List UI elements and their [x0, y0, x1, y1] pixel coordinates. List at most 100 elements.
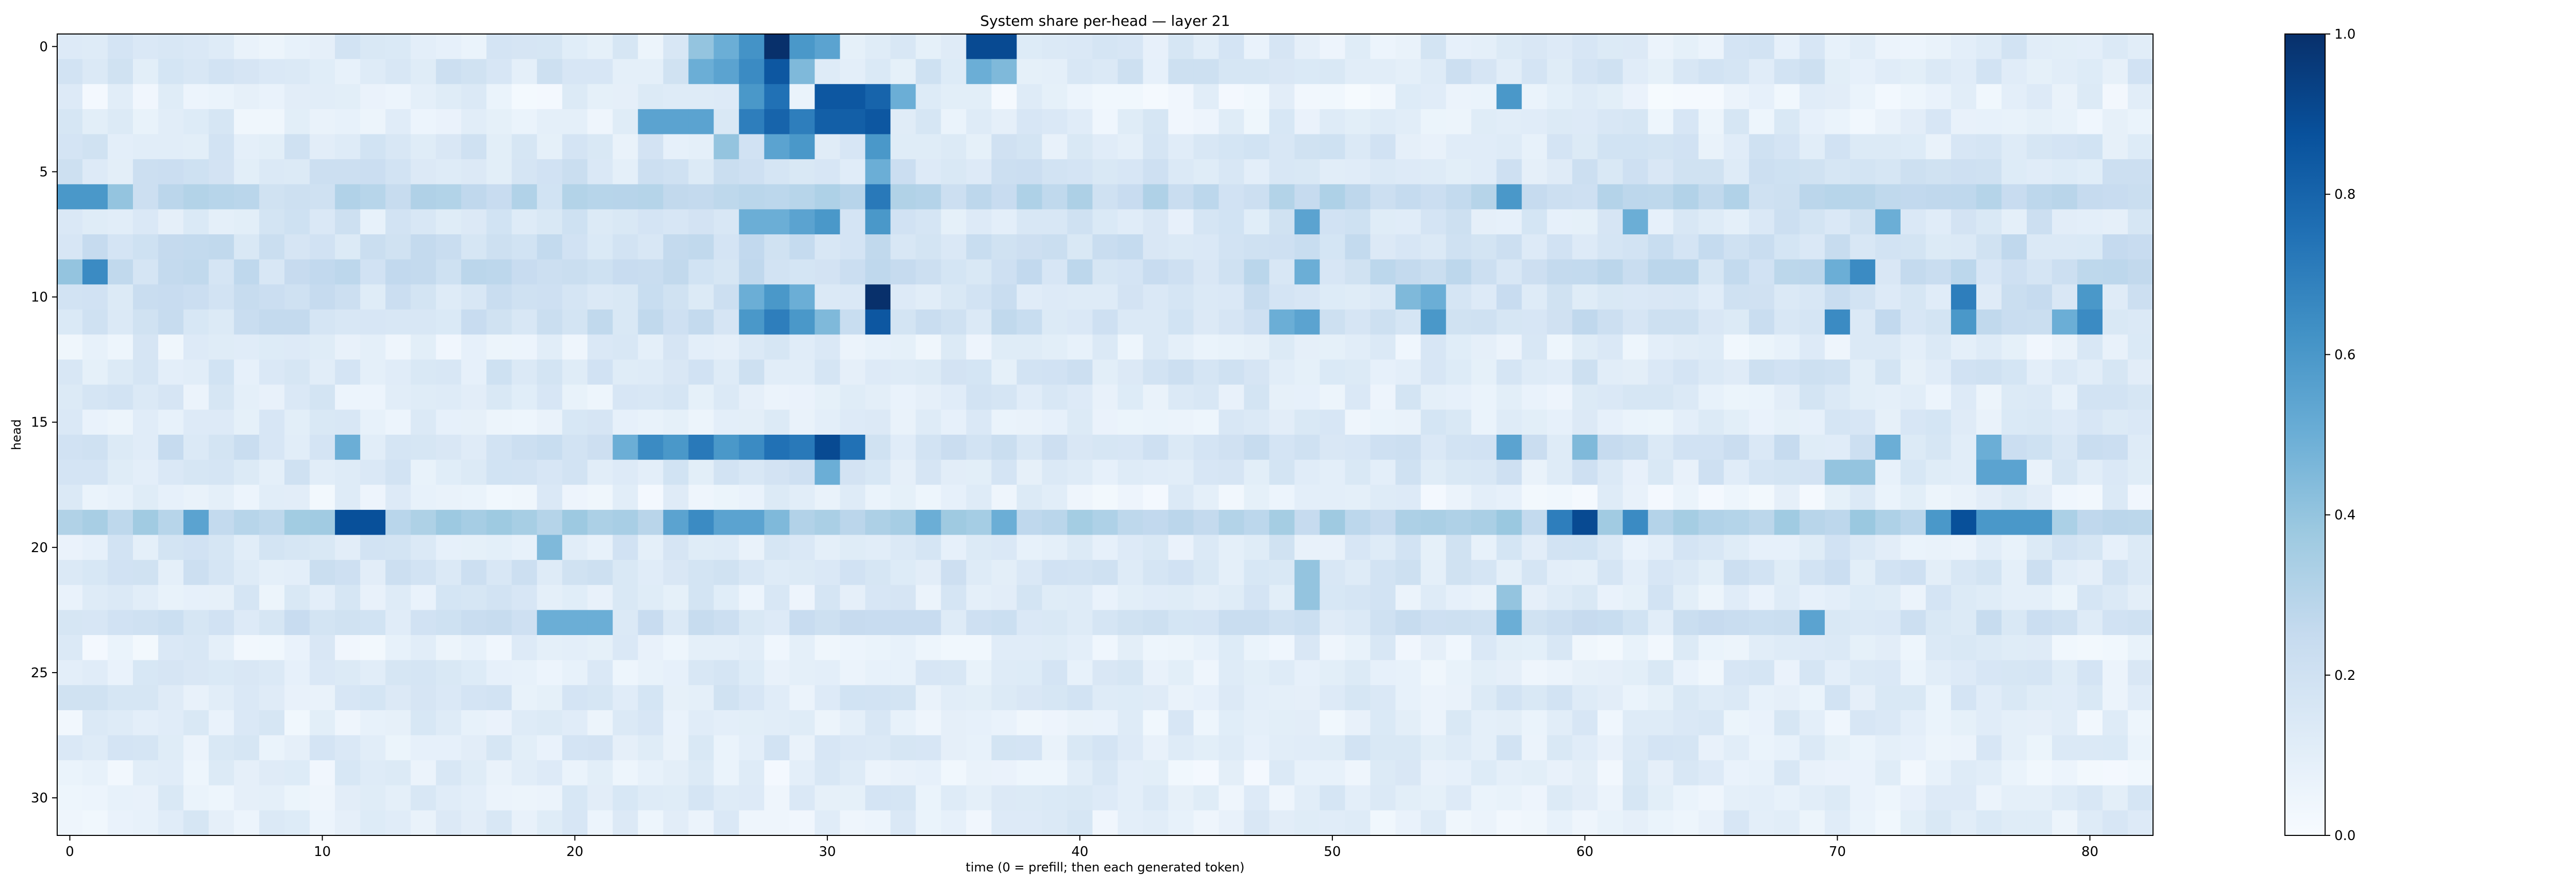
heatmap-cell: [1345, 635, 1371, 661]
heatmap-cell: [108, 535, 133, 560]
heatmap-cell: [1345, 435, 1371, 460]
heatmap-cell: [486, 59, 512, 84]
heatmap-cell: [815, 59, 840, 84]
heatmap-cell: [688, 810, 714, 836]
heatmap-cell: [133, 535, 159, 560]
heatmap-cell: [714, 785, 739, 811]
heatmap-cell: [1774, 760, 1800, 786]
heatmap-cell: [1951, 685, 1977, 711]
heatmap-cell: [991, 509, 1018, 536]
heatmap-cell: [335, 384, 361, 410]
heatmap-cell: [82, 59, 108, 84]
heatmap-cell: [1143, 159, 1169, 185]
heatmap-cell: [537, 735, 563, 761]
heatmap-cell: [1622, 735, 1649, 761]
heatmap-cell: [1420, 334, 1447, 360]
heatmap-cell: [1496, 34, 1522, 60]
heatmap-cell: [789, 635, 815, 661]
heatmap-cell: [764, 635, 790, 661]
heatmap-cell: [1648, 610, 1674, 636]
heatmap-cell: [1168, 785, 1194, 811]
heatmap-cell: [1319, 585, 1346, 610]
heatmap-cell: [2026, 785, 2053, 811]
y-tick-label: 25: [31, 665, 48, 681]
heatmap-cell: [1698, 209, 1724, 235]
heatmap-cell: [1547, 585, 1573, 610]
heatmap-cell: [562, 785, 588, 811]
heatmap-cell: [991, 760, 1018, 786]
heatmap-cell: [1269, 685, 1295, 711]
heatmap-cell: [486, 409, 512, 435]
heatmap-cell: [385, 409, 411, 435]
heatmap-cell: [1117, 635, 1144, 661]
heatmap-cell: [108, 435, 133, 460]
heatmap-cell: [411, 735, 436, 761]
heatmap-cell: [512, 360, 537, 385]
heatmap-cell: [360, 360, 386, 385]
heatmap-cell: [1218, 409, 1245, 435]
heatmap-cell: [1597, 159, 1623, 185]
heatmap-cell: [1774, 509, 1800, 536]
heatmap-cell: [764, 435, 790, 460]
heatmap-cell: [1193, 159, 1219, 185]
heatmap-cell: [688, 309, 714, 335]
heatmap-cell: [436, 59, 462, 84]
heatmap-cell: [1496, 309, 1522, 335]
heatmap-cell: [1143, 560, 1169, 586]
heatmap-cell: [789, 184, 815, 210]
heatmap-cell: [1925, 84, 1952, 110]
heatmap-cell: [941, 610, 967, 636]
heatmap-cell: [663, 360, 689, 385]
heatmap-cell: [1244, 710, 1270, 736]
heatmap-cell: [411, 84, 436, 110]
heatmap-cell: [1597, 560, 1623, 586]
heatmap-cell: [2052, 735, 2078, 761]
heatmap-cell: [1698, 660, 1724, 686]
heatmap-cell: [1875, 710, 1901, 736]
heatmap-cell: [1850, 459, 1876, 485]
heatmap-cell: [259, 535, 285, 560]
heatmap-cell: [1875, 459, 1901, 485]
heatmap-cell: [1824, 785, 1851, 811]
heatmap-cell: [284, 785, 310, 811]
heatmap-cell: [82, 259, 108, 285]
heatmap-cell: [1319, 159, 1346, 185]
heatmap-cell: [916, 284, 942, 310]
heatmap-cell: [1850, 159, 1876, 185]
heatmap-cell: [2052, 159, 2078, 185]
heatmap-cell: [310, 635, 335, 661]
heatmap-cell: [991, 585, 1018, 610]
heatmap-cell: [2052, 34, 2078, 60]
heatmap-cell: [360, 184, 386, 210]
heatmap-cell: [1370, 435, 1396, 460]
heatmap-cell: [1648, 560, 1674, 586]
heatmap-cell: [789, 334, 815, 360]
heatmap-cell: [2077, 635, 2103, 661]
heatmap-cell: [1042, 735, 1068, 761]
heatmap-cell: [1521, 685, 1548, 711]
colorbar-tick-label: 0.8: [2334, 187, 2355, 202]
heatmap-cell: [1117, 459, 1144, 485]
heatmap-cell: [1067, 59, 1093, 84]
heatmap-cell: [2052, 660, 2078, 686]
heatmap-cell: [865, 760, 891, 786]
heatmap-cell: [1723, 360, 1750, 385]
heatmap-cell: [966, 109, 992, 135]
heatmap-cell: [1799, 284, 1825, 310]
heatmap-cell: [1749, 435, 1775, 460]
heatmap-cell: [183, 509, 209, 536]
heatmap-cell: [1875, 334, 1901, 360]
heatmap-cell: [385, 384, 411, 410]
heatmap-cell: [1244, 134, 1270, 160]
heatmap-cell: [1319, 384, 1346, 410]
heatmap-cell: [108, 159, 133, 185]
heatmap-cell: [537, 34, 563, 60]
heatmap-cell: [537, 459, 563, 485]
heatmap-cell: [209, 109, 234, 135]
heatmap-cell: [1067, 760, 1093, 786]
heatmap-cell: [1067, 535, 1093, 560]
heatmap-cell: [815, 209, 840, 235]
heatmap-cell: [1976, 234, 2002, 260]
heatmap-cell: [2052, 59, 2078, 84]
heatmap-cell: [815, 34, 840, 60]
